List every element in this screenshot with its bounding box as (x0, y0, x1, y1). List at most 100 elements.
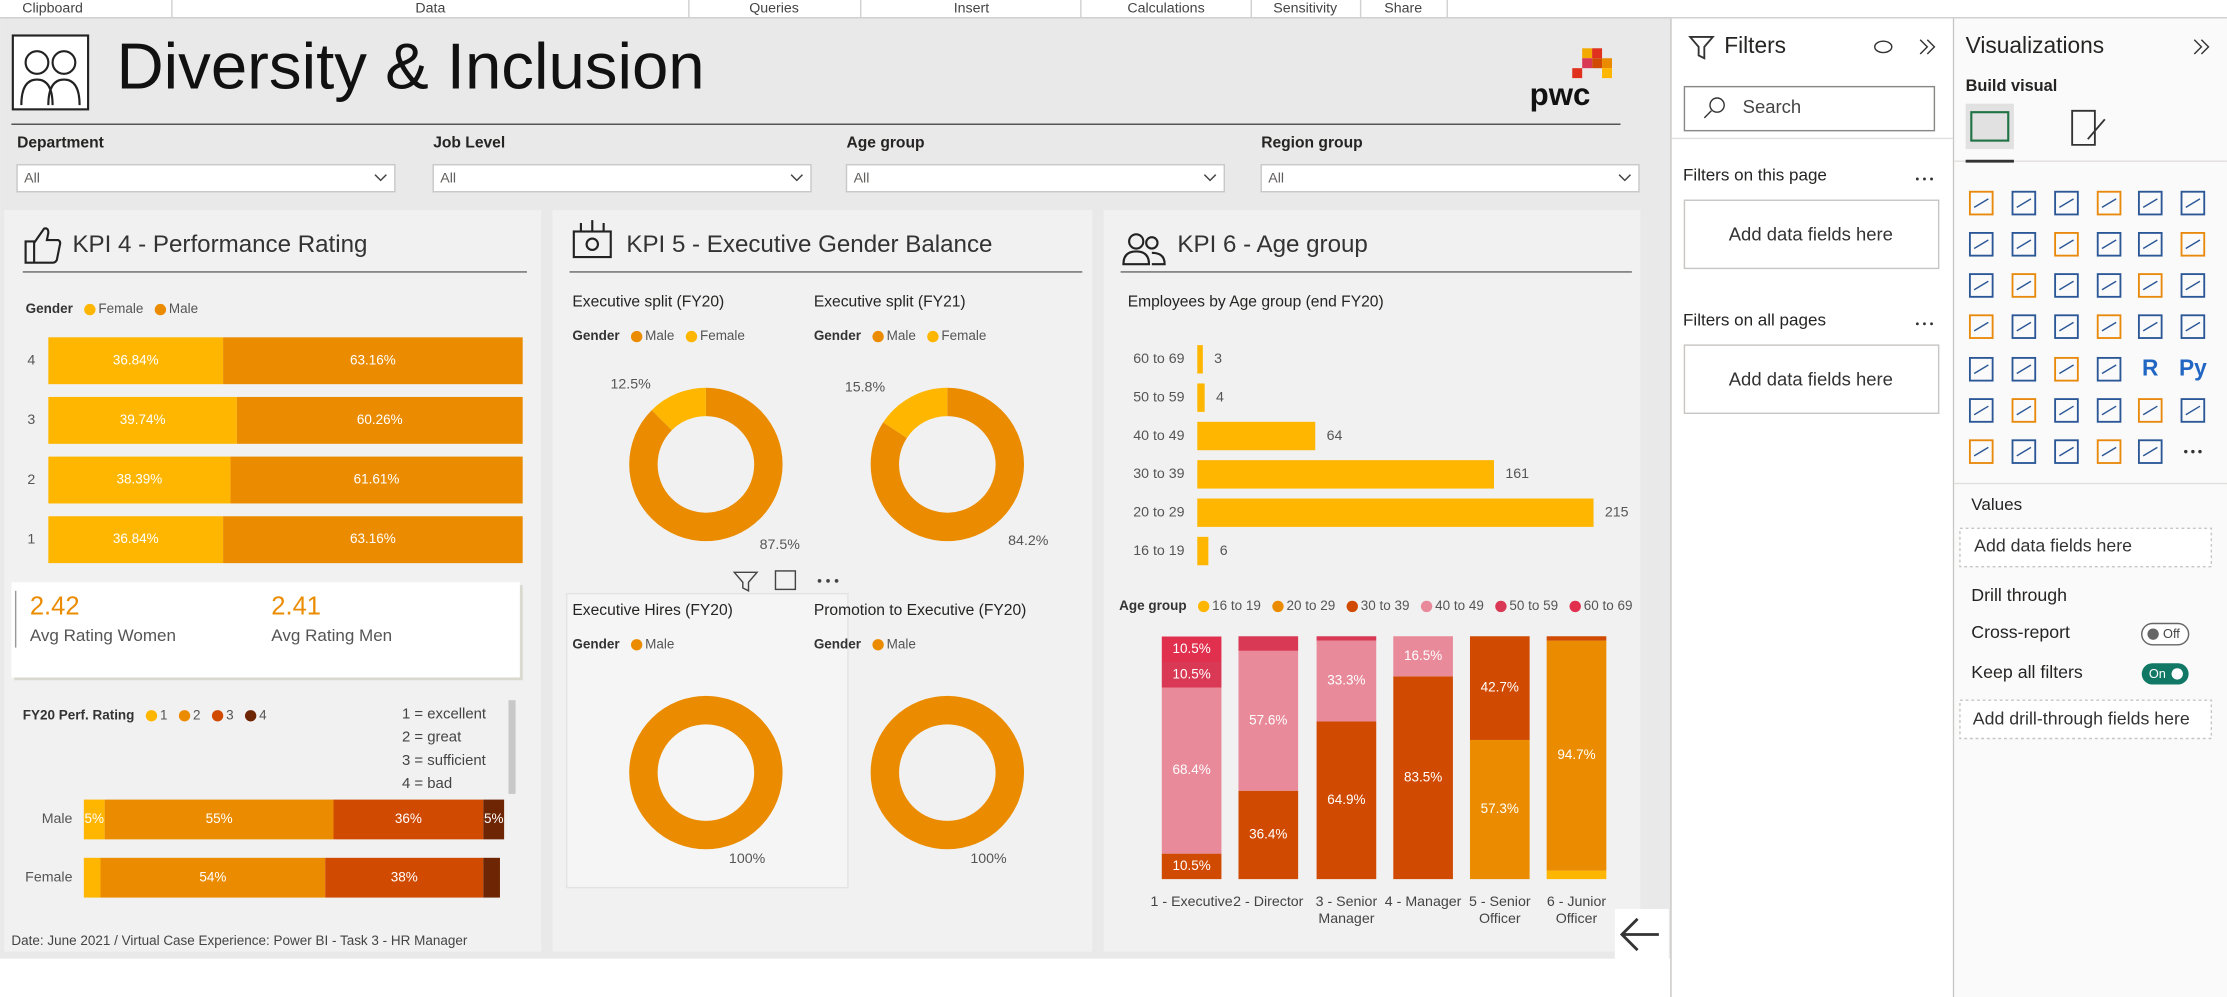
focus-icon[interactable] (774, 570, 797, 591)
data-label: 39.74% (120, 412, 166, 427)
filters-icon (1688, 36, 1715, 60)
visual-icon[interactable] (1968, 314, 1994, 339)
data-label: 16.5% (1404, 648, 1442, 663)
visual-icon[interactable] (1968, 439, 1994, 464)
slicer-dropdown[interactable] (16, 164, 396, 193)
visual-icon[interactable] (2137, 273, 2163, 298)
section-title: Build visual (1966, 77, 2058, 95)
visual-icon[interactable] (2011, 231, 2037, 257)
donut-segment (870, 387, 1025, 542)
visual-icon-detail (2059, 405, 2074, 416)
collapse-icon[interactable] (2193, 39, 2210, 55)
visual-icon[interactable] (1968, 273, 1994, 298)
legend-marker (630, 639, 643, 651)
legend-note: 4 = bad (402, 776, 452, 792)
visual-icon[interactable] (2096, 314, 2122, 339)
visual-icon[interactable] (2096, 231, 2122, 257)
legend-label: Male (887, 328, 916, 343)
visual-icon[interactable] (2011, 356, 2037, 382)
legend-label: 2 (193, 707, 201, 722)
visual-icon[interactable] (2137, 190, 2163, 216)
drop-zone[interactable] (1683, 344, 1940, 414)
more-options-dot[interactable] (834, 579, 839, 583)
visual-icon[interactable] (2180, 190, 2206, 216)
more-options-dot[interactable] (1915, 177, 1919, 181)
slicer-dropdown[interactable] (432, 164, 812, 193)
build-visual-tab[interactable] (1965, 103, 2014, 150)
legend-label: Male (169, 301, 198, 316)
search-box[interactable] (1683, 85, 1936, 132)
donut-segment (629, 387, 783, 542)
visual-icon-detail (2016, 239, 2032, 250)
kpi-card (11, 582, 520, 678)
visual-icon[interactable] (2011, 398, 2037, 423)
visual-icon[interactable] (2096, 398, 2122, 423)
format-visual-icon[interactable] (2071, 109, 2106, 146)
visual-icon[interactable] (2011, 314, 2037, 339)
visual-icon-detail (2059, 446, 2074, 457)
drop-zone[interactable] (1959, 699, 2213, 740)
legend-label: 4 (259, 707, 267, 722)
panel-title: KPI 5 - Executive Gender Balance (626, 231, 992, 258)
bar-segment (104, 799, 334, 840)
visual-icon[interactable] (2054, 231, 2079, 257)
slicer-dropdown[interactable] (1260, 164, 1640, 193)
legend-label: Female (700, 328, 745, 343)
visual-icon[interactable] (2054, 398, 2079, 423)
more-options-dot[interactable] (1923, 322, 1926, 326)
visual-icon[interactable] (1968, 398, 1994, 423)
legend-marker (872, 639, 884, 651)
visual-icon[interactable] (2054, 439, 2079, 464)
visual-icon[interactable] (2054, 314, 2079, 339)
more-visuals-dot[interactable] (2191, 449, 2195, 454)
visual-icon[interactable] (2054, 273, 2079, 298)
more-options-dot[interactable] (1915, 322, 1919, 326)
visual-icon[interactable] (2011, 439, 2037, 464)
visual-icon[interactable] (2137, 439, 2163, 464)
slicer-dropdown[interactable] (845, 164, 1225, 193)
bar-segment (483, 799, 505, 840)
drop-zone[interactable] (1683, 199, 1940, 270)
visual-icon-detail (1973, 364, 1989, 375)
visual-icon[interactable] (1968, 190, 1994, 216)
filter-icon[interactable] (732, 571, 759, 592)
visual-icon-detail (1973, 280, 1989, 291)
logo-tile (1602, 68, 1612, 79)
visual-icon-detail (2059, 364, 2074, 375)
column-segment (1393, 676, 1453, 880)
more-options-dot[interactable] (826, 579, 830, 583)
visual-icon[interactable] (2054, 356, 2079, 382)
column-segment (1161, 636, 1222, 663)
more-visuals-dot[interactable] (2198, 449, 2202, 454)
visual-icon[interactable] (2137, 231, 2163, 257)
x-tick-label: 3 - Senior Manager (1316, 895, 1378, 928)
visual-icon[interactable] (2011, 190, 2037, 216)
visual-icon[interactable] (2096, 273, 2122, 298)
visual-icon[interactable] (2180, 314, 2206, 339)
visual-icon[interactable] (2096, 356, 2122, 382)
visual-icon[interactable] (2137, 398, 2163, 423)
visual-icon[interactable] (2096, 439, 2122, 464)
more-visuals-dot[interactable] (2184, 449, 2188, 454)
visual-icon[interactable] (2137, 314, 2163, 339)
visual-icon[interactable] (2011, 273, 2037, 298)
data-label: 33.3% (1327, 673, 1365, 688)
data-label: 87.5% (760, 537, 801, 553)
data-label: 36.84% (113, 531, 159, 546)
visibility-icon[interactable] (1874, 40, 1893, 54)
collapse-icon[interactable] (1919, 39, 1936, 55)
more-options-dot[interactable] (1930, 177, 1933, 181)
more-options-dot[interactable] (1923, 177, 1926, 181)
bar-segment (83, 857, 101, 898)
visual-icon[interactable] (2096, 190, 2122, 216)
visual-icon[interactable] (2180, 398, 2206, 423)
visual-icon[interactable] (1968, 231, 1994, 257)
table-icon (1970, 111, 2010, 142)
visual-icon[interactable] (1968, 356, 1994, 382)
visual-icon[interactable] (2054, 190, 2079, 216)
visual-icon[interactable] (2180, 273, 2206, 298)
more-options-dot[interactable] (1930, 322, 1933, 326)
more-options-dot[interactable] (817, 579, 822, 583)
visual-icon[interactable] (2180, 231, 2206, 257)
drop-zone[interactable] (1959, 527, 2213, 568)
